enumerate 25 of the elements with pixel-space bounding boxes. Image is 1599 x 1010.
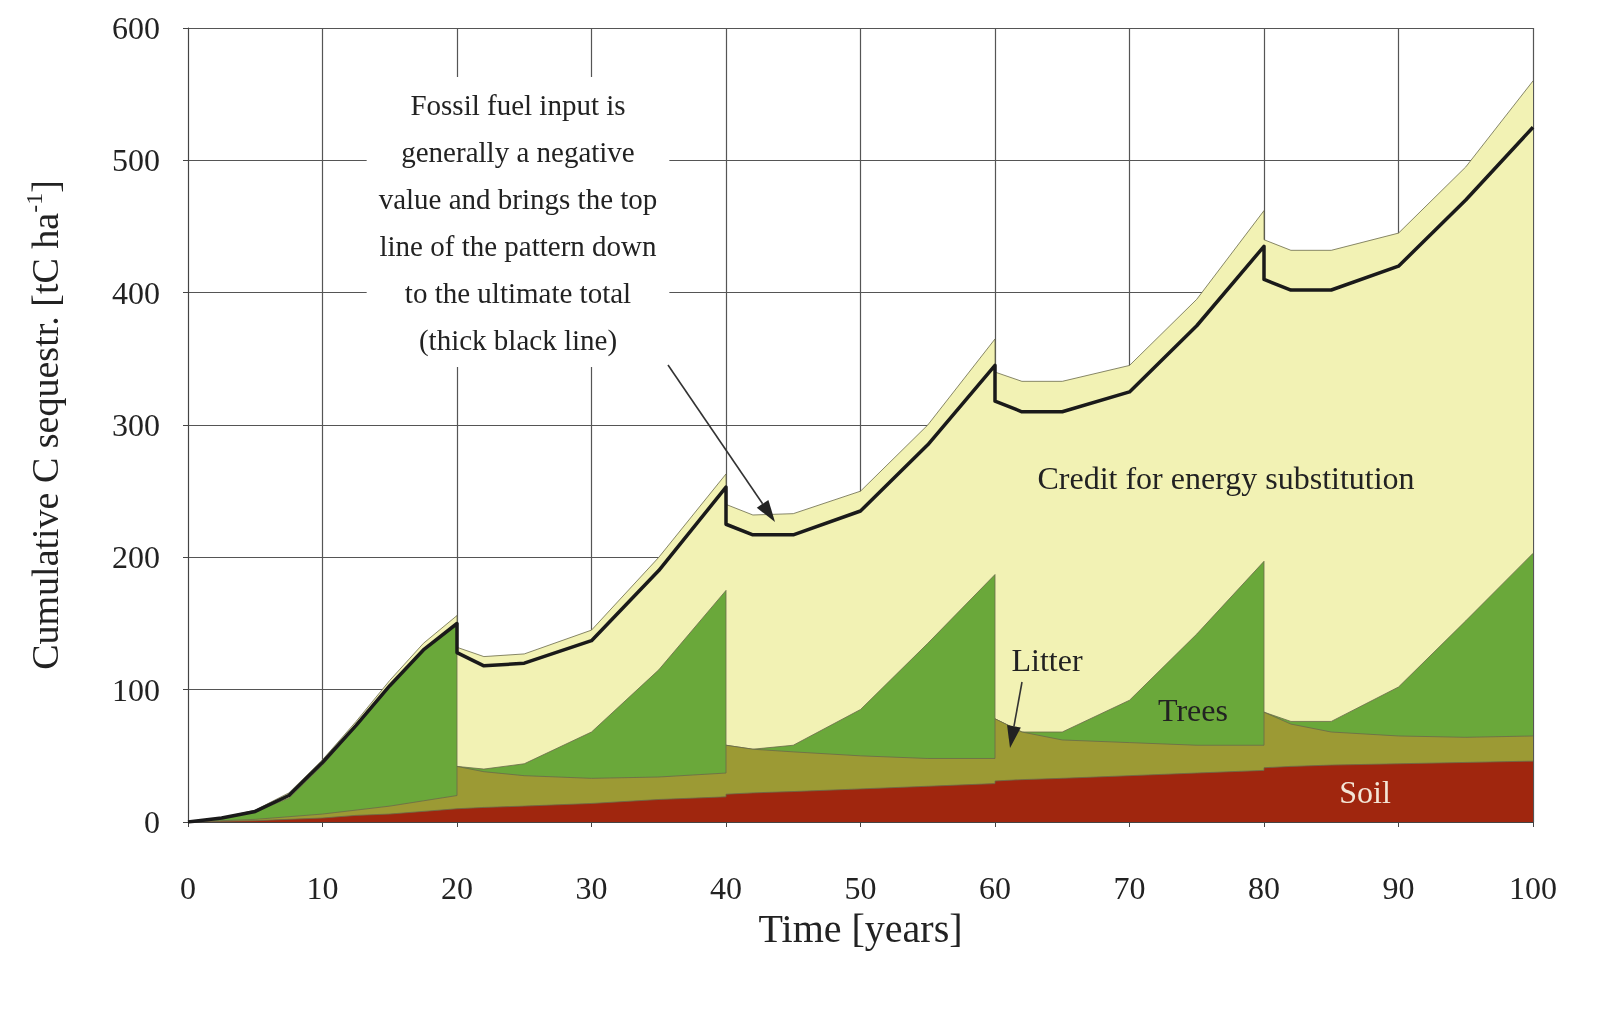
- x-tick-label: 0: [180, 870, 196, 906]
- y-axis-title: Cumulative C sequestr. [tC ha-1]: [21, 180, 66, 670]
- y-tick-label: 100: [112, 671, 160, 708]
- series-label: Trees: [1158, 692, 1228, 728]
- x-tick-label: 10: [306, 870, 339, 906]
- x-tick-label: 20: [441, 870, 473, 906]
- x-axis-title: Time [years]: [758, 906, 963, 952]
- series-label: Litter: [1011, 642, 1083, 678]
- y-tick-label: 200: [112, 539, 160, 576]
- x-tick-label: 50: [844, 870, 877, 906]
- y-tick-label: 300: [112, 407, 160, 443]
- x-tick-label: 60: [979, 870, 1011, 906]
- x-tick-label: 70: [1113, 870, 1146, 906]
- x-tick-label: 40: [710, 870, 742, 906]
- series-label: Credit for energy substitution: [1037, 460, 1415, 496]
- y-tick-label: 400: [112, 274, 160, 311]
- x-tick-label: 80: [1248, 870, 1280, 906]
- y-tick-label: 600: [112, 10, 160, 46]
- y-tick-label: 500: [112, 142, 160, 179]
- annotation: Fossil fuel input is generally a negative value and brings the top line of the pattern down to the ultimate total (thick black line): [378, 88, 658, 357]
- x-tick-label: 30: [575, 870, 608, 906]
- y-tick-label: 0: [144, 804, 160, 840]
- series-label: Soil: [1339, 774, 1391, 810]
- x-tick-label: 100: [1509, 870, 1557, 906]
- x-tick-label: 90: [1382, 870, 1415, 906]
